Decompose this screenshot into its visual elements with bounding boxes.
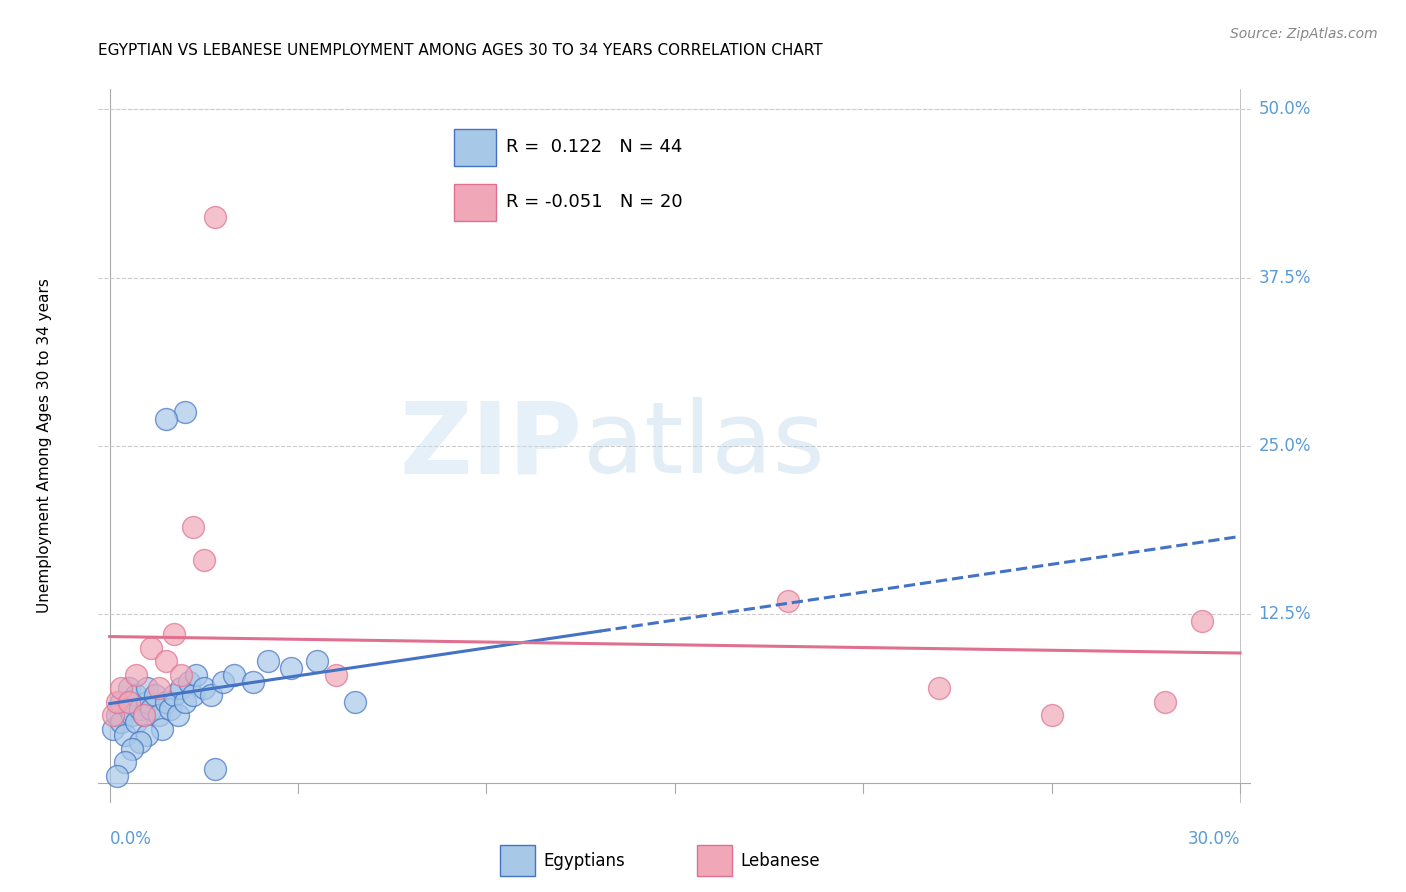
Point xyxy=(103,722,125,736)
Text: Egyptians: Egyptians xyxy=(543,852,626,870)
Text: R =  0.122   N = 44: R = 0.122 N = 44 xyxy=(506,138,682,156)
Point xyxy=(193,681,215,696)
Point xyxy=(128,701,150,715)
Text: ZIP: ZIP xyxy=(399,398,582,494)
Text: atlas: atlas xyxy=(582,398,824,494)
Point xyxy=(117,701,139,715)
Point xyxy=(177,674,200,689)
Text: 25.0%: 25.0% xyxy=(1258,437,1310,455)
Point xyxy=(200,688,222,702)
Point xyxy=(105,695,128,709)
Bar xyxy=(697,846,733,876)
Point xyxy=(174,405,197,419)
Point xyxy=(125,714,148,729)
Point xyxy=(159,701,181,715)
Point xyxy=(1153,695,1175,709)
Point xyxy=(1191,614,1213,628)
Point xyxy=(193,553,215,567)
Point xyxy=(148,681,170,696)
Point xyxy=(325,668,347,682)
Text: Lebanese: Lebanese xyxy=(740,852,820,870)
Point xyxy=(280,661,302,675)
Text: 12.5%: 12.5% xyxy=(1258,606,1310,624)
Point xyxy=(343,695,366,709)
Point xyxy=(105,769,128,783)
Point xyxy=(125,668,148,682)
Point xyxy=(110,695,132,709)
Point xyxy=(121,708,143,723)
Point xyxy=(181,520,204,534)
Point xyxy=(181,688,204,702)
Text: EGYPTIAN VS LEBANESE UNEMPLOYMENT AMONG AGES 30 TO 34 YEARS CORRELATION CHART: EGYPTIAN VS LEBANESE UNEMPLOYMENT AMONG … xyxy=(98,43,823,58)
Bar xyxy=(454,129,496,166)
Point xyxy=(114,729,136,743)
Text: 37.5%: 37.5% xyxy=(1258,268,1310,286)
Text: Source: ZipAtlas.com: Source: ZipAtlas.com xyxy=(1230,27,1378,41)
Point xyxy=(121,742,143,756)
Point xyxy=(1040,708,1063,723)
Point xyxy=(117,681,139,696)
Point xyxy=(186,668,208,682)
Point xyxy=(163,688,186,702)
Point xyxy=(105,708,128,723)
Point xyxy=(103,708,125,723)
Point xyxy=(170,681,193,696)
Point xyxy=(174,695,197,709)
Point xyxy=(141,640,163,655)
Point xyxy=(257,655,280,669)
Point xyxy=(110,714,132,729)
Text: 0.0%: 0.0% xyxy=(110,830,152,847)
Point xyxy=(136,729,159,743)
Point xyxy=(125,688,148,702)
Point xyxy=(155,695,177,709)
Text: R = -0.051   N = 20: R = -0.051 N = 20 xyxy=(506,194,682,211)
Point xyxy=(928,681,950,696)
Point xyxy=(141,701,163,715)
Bar xyxy=(454,184,496,220)
Text: 30.0%: 30.0% xyxy=(1188,830,1240,847)
Point xyxy=(152,722,174,736)
Point xyxy=(170,668,193,682)
Point xyxy=(143,688,166,702)
Point xyxy=(128,735,150,749)
Point xyxy=(148,708,170,723)
Point xyxy=(204,210,226,224)
Y-axis label: Unemployment Among Ages 30 to 34 years: Unemployment Among Ages 30 to 34 years xyxy=(38,278,52,614)
Point xyxy=(204,762,226,776)
Point xyxy=(163,627,186,641)
Point xyxy=(136,681,159,696)
Point xyxy=(222,668,245,682)
Point xyxy=(242,674,264,689)
Point xyxy=(132,708,155,723)
Text: 50.0%: 50.0% xyxy=(1258,101,1310,119)
Point xyxy=(776,594,799,608)
Point xyxy=(136,695,159,709)
Point xyxy=(166,708,188,723)
Point xyxy=(155,655,177,669)
Point xyxy=(211,674,233,689)
Point xyxy=(114,756,136,770)
Point xyxy=(132,708,155,723)
Point xyxy=(305,655,328,669)
Bar xyxy=(501,846,536,876)
Point xyxy=(110,681,132,696)
Point xyxy=(117,695,139,709)
Point xyxy=(155,412,177,426)
